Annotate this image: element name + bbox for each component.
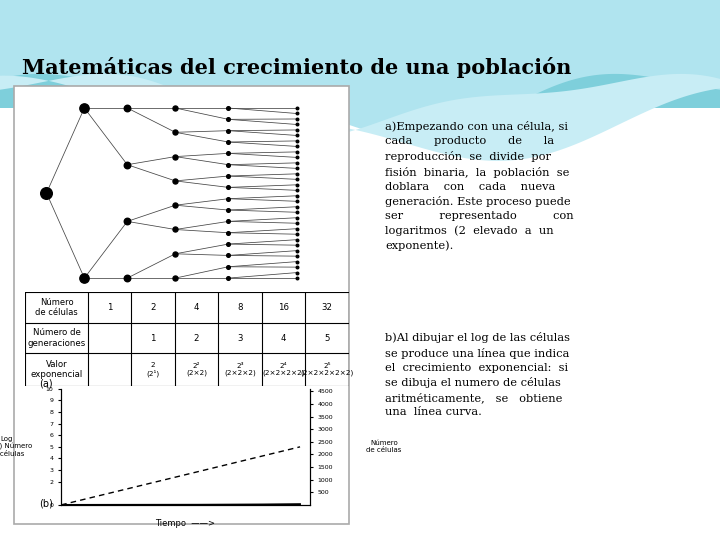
Point (291, 225, 302, 233)
Point (222, 126, 234, 135)
Point (291, 213, 302, 222)
Text: 1: 1 (150, 334, 156, 342)
Point (291, 153, 302, 161)
Text: 5: 5 (324, 334, 330, 342)
Point (122, 217, 133, 226)
Point (169, 201, 181, 210)
Text: 4: 4 (281, 334, 287, 342)
Point (222, 251, 234, 260)
Point (222, 172, 234, 180)
Text: Valor
exponencial: Valor exponencial (30, 360, 83, 379)
Point (291, 142, 302, 151)
Point (222, 206, 234, 214)
Text: 32: 32 (322, 303, 333, 312)
Point (291, 258, 302, 266)
Text: 2
(2¹): 2 (2¹) (146, 362, 160, 377)
Text: (a): (a) (40, 378, 53, 388)
Point (291, 241, 302, 249)
Point (291, 252, 302, 260)
Point (291, 120, 302, 129)
Text: 2: 2 (194, 334, 199, 342)
Point (169, 274, 181, 282)
Point (222, 138, 234, 146)
Text: 4: 4 (194, 303, 199, 312)
Polygon shape (0, 74, 720, 161)
Text: Matemáticas del crecimiento de una población: Matemáticas del crecimiento de una pobla… (22, 57, 571, 78)
Point (222, 104, 234, 112)
Text: 2³
(2×2×2): 2³ (2×2×2) (224, 363, 256, 376)
Point (169, 249, 181, 258)
Point (291, 137, 302, 145)
Point (291, 268, 302, 277)
Point (291, 202, 302, 211)
Point (291, 274, 302, 282)
Point (122, 274, 133, 282)
Point (291, 126, 302, 134)
Point (291, 197, 302, 206)
Point (291, 159, 302, 167)
Point (222, 274, 234, 282)
Point (291, 208, 302, 217)
Point (169, 128, 181, 137)
Text: 8: 8 (237, 303, 243, 312)
Text: Número de
generaciones: Número de generaciones (27, 328, 86, 348)
Point (222, 183, 234, 192)
Point (291, 175, 302, 184)
Point (291, 164, 302, 173)
FancyBboxPatch shape (0, 0, 720, 108)
Point (78, 274, 90, 282)
Polygon shape (0, 0, 720, 138)
Point (222, 240, 234, 248)
Point (291, 170, 302, 178)
Text: 3: 3 (237, 334, 243, 342)
Point (291, 230, 302, 239)
Point (222, 115, 234, 124)
Point (291, 186, 302, 194)
Point (291, 180, 302, 189)
Point (78, 104, 90, 112)
Point (222, 262, 234, 271)
Point (169, 152, 181, 161)
Point (222, 217, 234, 226)
Point (291, 219, 302, 227)
Point (222, 194, 234, 203)
Point (291, 192, 302, 200)
Point (41, 188, 53, 197)
Point (291, 109, 302, 118)
Point (122, 160, 133, 169)
Point (291, 104, 302, 112)
Text: Tiempo  ——>: Tiempo ——> (156, 519, 215, 528)
Point (291, 263, 302, 272)
Point (169, 177, 181, 185)
Text: a)Empezando con una célula, si
cada      producto      de      la
reproducción  : a)Empezando con una célula, si cada prod… (385, 122, 574, 251)
Text: Número
de células: Número de células (35, 298, 78, 317)
Point (291, 246, 302, 255)
Point (291, 147, 302, 156)
Text: 2: 2 (150, 303, 156, 312)
Point (169, 104, 181, 112)
Text: 2⁵
(2×2×2×2×2): 2⁵ (2×2×2×2×2) (300, 363, 354, 376)
Point (122, 104, 133, 112)
Point (222, 149, 234, 158)
Text: Log
(- - - -) Número
de células: Log (- - - -) Número de células (0, 436, 32, 457)
Text: 1: 1 (107, 303, 112, 312)
Point (291, 131, 302, 140)
Point (291, 235, 302, 244)
Text: 2⁴
(2×2×2×2): 2⁴ (2×2×2×2) (262, 363, 305, 376)
Point (222, 160, 234, 169)
Point (169, 225, 181, 234)
Point (291, 114, 302, 123)
Text: (b): (b) (40, 498, 53, 509)
Point (222, 228, 234, 237)
FancyBboxPatch shape (14, 86, 349, 524)
Text: b)Al dibujar el log de las células
se produce una línea que indica
el  crecimien: b)Al dibujar el log de las células se pr… (385, 332, 570, 417)
Text: 2²
(2×2): 2² (2×2) (186, 363, 207, 376)
Text: 16: 16 (278, 303, 289, 312)
Text: Número
de células: Número de células (366, 440, 402, 454)
